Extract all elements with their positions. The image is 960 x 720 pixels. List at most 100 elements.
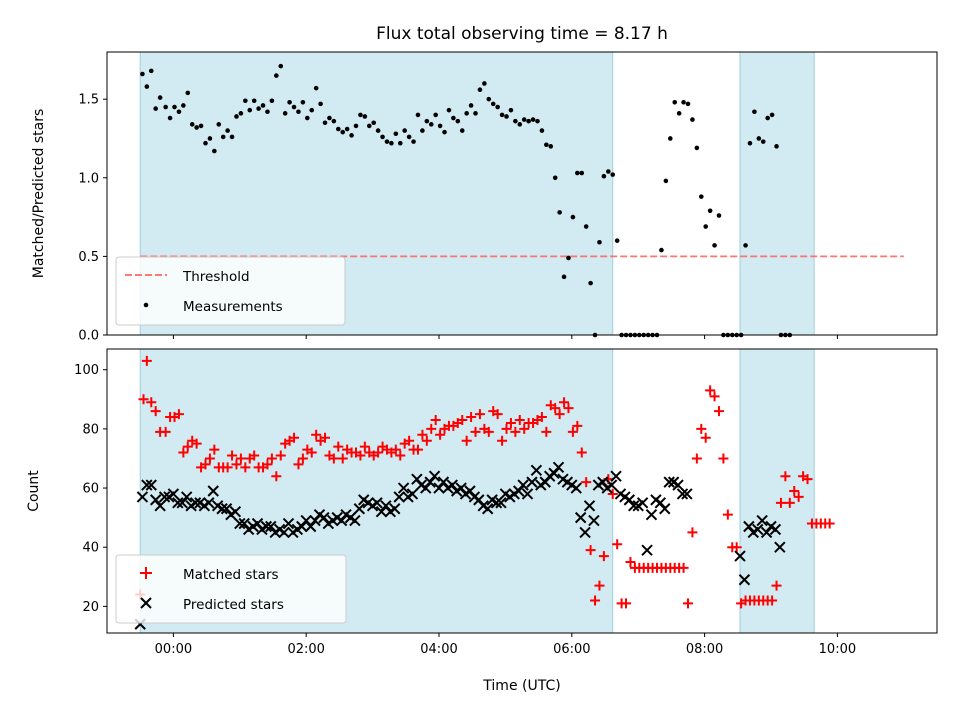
matched-star-point (501, 423, 512, 434)
measurement-point (260, 103, 266, 108)
measurement-point (521, 117, 527, 122)
matched-star-point (297, 453, 308, 464)
measurement-point (331, 118, 337, 124)
x-tick-label: 08:00 (686, 642, 723, 657)
matched-star-point (266, 453, 277, 464)
matched-star-point (536, 412, 547, 423)
y-axis-label-top: Matched/Predicted stars (31, 109, 47, 279)
predicted-star-point (490, 497, 503, 509)
matched-star-point (775, 497, 786, 508)
measurement-point (185, 90, 191, 96)
matched-star-point (160, 426, 171, 437)
predicted-star-point (548, 467, 560, 479)
matched-star-point (355, 450, 366, 461)
predicted-star-point (628, 500, 640, 512)
measurement-point (265, 109, 270, 115)
predicted-star-point (393, 491, 405, 503)
predicted-star-point (495, 497, 507, 509)
measurement-point (513, 118, 518, 124)
predicted-star-point (446, 479, 458, 491)
matched-star-point (691, 453, 702, 464)
measurement-point (752, 109, 757, 115)
y-tick-label: 100 (74, 363, 99, 378)
predicted-star-point (512, 485, 525, 497)
matched-star-point (227, 450, 238, 461)
measurement-point (459, 128, 465, 133)
measurement-point (313, 85, 319, 91)
matched-star-point (417, 429, 428, 440)
matched-star-point (731, 542, 742, 553)
y-ticks-top: 0.0 0.5 1.0 1.5 (78, 93, 107, 344)
predicted-star-point (167, 488, 180, 500)
measurement-point (685, 101, 691, 107)
matched-star-point (713, 406, 724, 417)
measurement-point (606, 169, 611, 174)
predicted-star-point (760, 526, 773, 539)
predicted-star-point (389, 503, 401, 515)
matched-star-point (240, 462, 251, 473)
panel-ratio: 0.0 0.5 1.0 1.5 Matched/Predicted stars Thr… (31, 51, 938, 344)
matched-star-point (138, 394, 149, 405)
predicted-star-point (645, 508, 658, 521)
predicted-star-point (539, 476, 551, 488)
measurement-point (428, 122, 434, 127)
y-tick-label: 80 (82, 422, 99, 437)
matched-star-point (585, 545, 596, 556)
predicted-star-point (149, 494, 162, 506)
measurement-point (614, 238, 620, 243)
measurement-point (694, 145, 700, 151)
predicted-star-point (738, 574, 751, 586)
matched-star-point (594, 580, 605, 591)
predicted-star-point (672, 479, 684, 491)
x-tick-label: 06:00 (553, 642, 590, 657)
matched-star-point (541, 426, 552, 437)
matched-star-point (780, 471, 791, 482)
measurement-point (743, 243, 748, 248)
predicted-star-point (428, 470, 441, 482)
predicted-star-point (189, 497, 202, 509)
measurement-point (384, 139, 390, 144)
measurement-point (327, 115, 332, 121)
matched-star-point (412, 444, 423, 455)
measurement-point (455, 118, 461, 124)
measurement-point (583, 224, 589, 229)
measurement-point (380, 134, 385, 140)
matched-star-point (718, 453, 729, 464)
predicted-star-point (136, 491, 149, 503)
measurement-point (229, 134, 235, 140)
measurement-point (411, 139, 416, 144)
predicted-star-point (265, 520, 277, 533)
measurement-point (176, 109, 182, 115)
measurement-points (140, 63, 793, 338)
measurement-point (220, 134, 226, 140)
measurement-point (225, 128, 230, 133)
legend-predicted-swatch (140, 597, 152, 609)
measurement-point (238, 111, 244, 116)
predicted-star-point (552, 461, 565, 474)
measurement-point (140, 71, 145, 77)
matched-star-point (497, 435, 508, 446)
measurement-point (322, 120, 328, 126)
legend-box-bottom (115, 554, 347, 624)
measurement-point (566, 255, 571, 261)
measurement-point (247, 107, 253, 113)
matched-star-point (678, 562, 689, 573)
matched-star-point (563, 403, 574, 414)
matched-star-point (262, 459, 273, 470)
x-axis-label: Time (UTC) (482, 678, 560, 694)
measurement-point (207, 136, 213, 141)
measurement-point (148, 68, 154, 74)
legend-bottom: Matched stars Predicted stars (115, 554, 347, 624)
predicted-star-point (681, 488, 693, 500)
matched-star-point (182, 441, 193, 452)
predicted-star-point (526, 476, 538, 488)
predicted-star-point (654, 497, 667, 509)
predicted-star-point (641, 544, 653, 556)
matched-star-point (426, 423, 437, 434)
predicted-star-point (180, 491, 193, 503)
predicted-star-point (588, 514, 600, 527)
predicted-star-point (530, 464, 543, 476)
matched-star-point (696, 423, 707, 434)
predicted-star-point (623, 494, 636, 506)
measurement-point (309, 107, 315, 113)
